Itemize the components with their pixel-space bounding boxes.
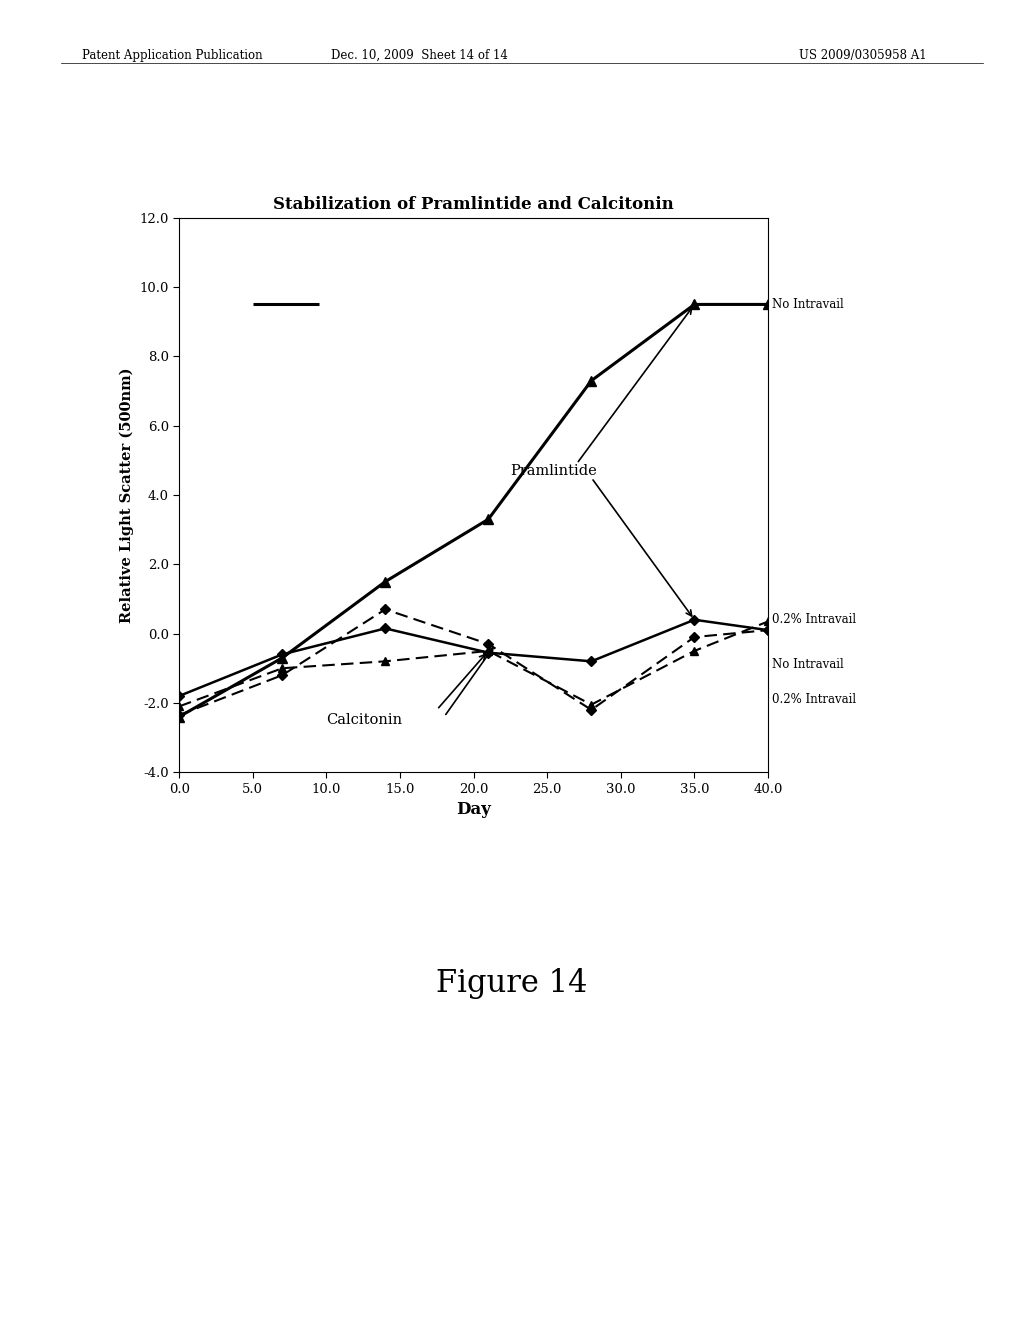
Text: No Intravail: No Intravail xyxy=(772,659,844,672)
Text: 0.2% Intravail: 0.2% Intravail xyxy=(772,614,856,626)
Text: US 2009/0305958 A1: US 2009/0305958 A1 xyxy=(799,49,927,62)
Y-axis label: Relative Light Scatter (500nm): Relative Light Scatter (500nm) xyxy=(120,367,134,623)
Text: Pramlintide: Pramlintide xyxy=(510,463,597,478)
Text: Calcitonin: Calcitonin xyxy=(327,713,402,727)
Title: Stabilization of Pramlintide and Calcitonin: Stabilization of Pramlintide and Calcito… xyxy=(273,197,674,214)
X-axis label: Day: Day xyxy=(456,801,492,818)
Text: No Intravail: No Intravail xyxy=(772,298,844,312)
Text: Figure 14: Figure 14 xyxy=(436,968,588,999)
Text: 0.2% Intravail: 0.2% Intravail xyxy=(772,693,856,706)
Text: Patent Application Publication: Patent Application Publication xyxy=(82,49,262,62)
Text: Dec. 10, 2009  Sheet 14 of 14: Dec. 10, 2009 Sheet 14 of 14 xyxy=(332,49,508,62)
